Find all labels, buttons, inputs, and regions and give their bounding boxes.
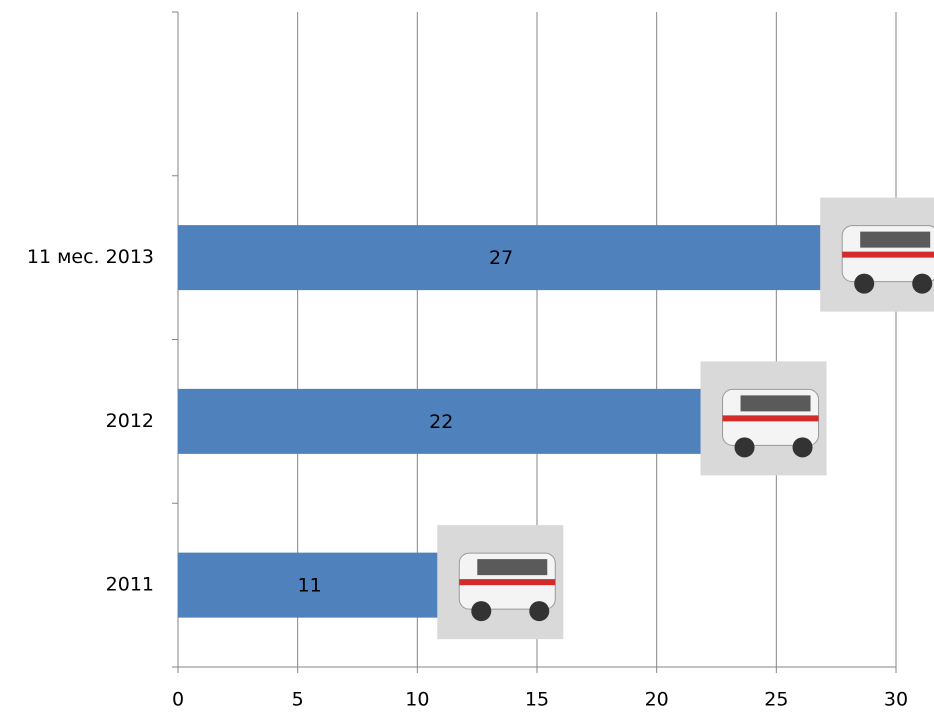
x-tick-label: 15 xyxy=(525,689,549,711)
van-stripe xyxy=(459,579,556,586)
van-wheel xyxy=(792,437,813,458)
x-tick-label: 10 xyxy=(405,689,429,711)
van-wheel xyxy=(854,273,875,294)
y-tick-label: 2012 xyxy=(106,410,154,432)
x-tick-label: 20 xyxy=(645,689,669,711)
van-photo xyxy=(820,197,934,312)
van-window xyxy=(477,559,548,576)
y-tick-label: 2011 xyxy=(106,574,154,596)
bar xyxy=(178,225,825,291)
bar xyxy=(178,388,705,454)
van-wheel xyxy=(912,273,933,294)
van-wheel xyxy=(734,437,755,458)
van-stripe xyxy=(722,415,819,422)
x-tick-label: 25 xyxy=(764,689,788,711)
value-label: 27 xyxy=(489,247,513,269)
value-label: 22 xyxy=(429,411,453,433)
van-window xyxy=(740,395,811,412)
bar xyxy=(178,552,442,618)
x-tick-label: 5 xyxy=(292,689,304,711)
van-photo xyxy=(437,525,564,640)
van-photo xyxy=(700,361,827,476)
van-window xyxy=(860,231,931,248)
van-wheel xyxy=(471,601,492,622)
value-label: 11 xyxy=(298,575,322,597)
y-tick-label: 11 мес. 2013 xyxy=(27,246,154,268)
x-tick-label: 0 xyxy=(172,689,184,711)
van-stripe xyxy=(842,251,934,258)
van-wheel xyxy=(529,601,550,622)
x-tick-label: 30 xyxy=(884,689,908,711)
